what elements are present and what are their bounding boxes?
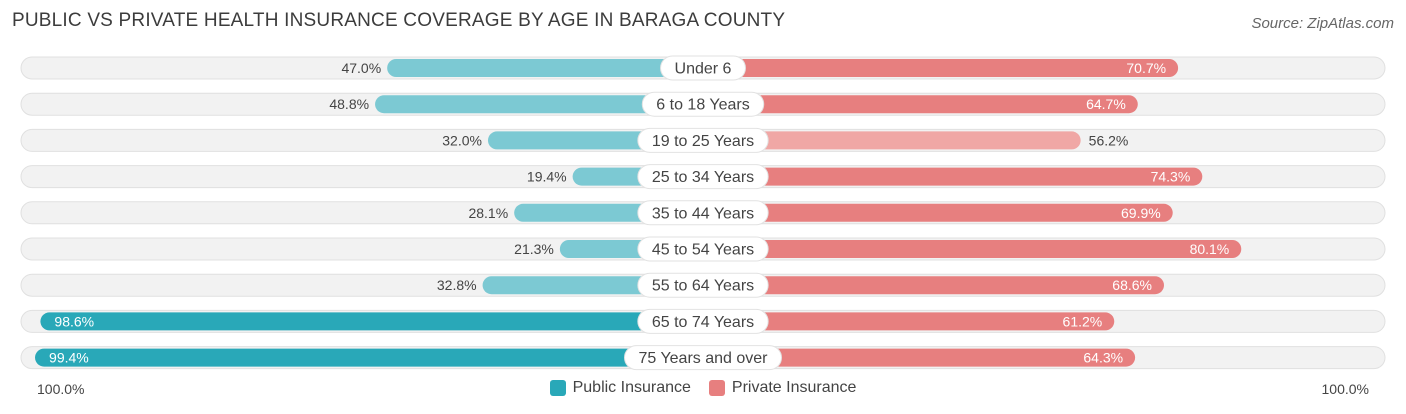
- private-value-label: 68.6%: [1112, 277, 1152, 293]
- category-pill: [637, 164, 769, 190]
- legend-label-public: Public Insurance: [572, 379, 691, 396]
- legend: Public Insurance Private Insurance: [0, 379, 1406, 397]
- private-value-label: 61.2%: [1063, 313, 1103, 329]
- private-bar: [703, 276, 1164, 295]
- public-value-label: 32.8%: [437, 277, 477, 293]
- legend-item-public[interactable]: Public Insurance: [549, 379, 691, 397]
- axis-right-label: 100.0%: [1321, 381, 1369, 397]
- private-bar: [703, 348, 1136, 367]
- category-pill: [637, 200, 769, 226]
- category-pill: [624, 345, 782, 371]
- public-value-label: 21.3%: [514, 241, 554, 257]
- private-bar: [703, 167, 1203, 186]
- public-bar: [40, 312, 703, 331]
- private-bar: [703, 203, 1173, 222]
- legend-label-private: Private Insurance: [731, 379, 857, 396]
- public-value-label: 32.0%: [442, 132, 482, 148]
- category-label: 65 to 74 Years: [652, 314, 754, 331]
- legend-swatch-private: [708, 380, 725, 396]
- private-value-label: 64.3%: [1083, 350, 1123, 366]
- private-value-label: 64.7%: [1086, 96, 1126, 112]
- private-value-label: 74.3%: [1151, 169, 1191, 185]
- private-bar: [703, 131, 1081, 150]
- legend-item-private[interactable]: Private Insurance: [708, 379, 857, 397]
- chart-title: PUBLIC VS PRIVATE HEALTH INSURANCE COVER…: [12, 10, 786, 31]
- public-value-label: 19.4%: [527, 169, 567, 185]
- private-value-label: 56.2%: [1089, 132, 1129, 148]
- private-bar: [703, 59, 1179, 77]
- axis-left-label: 100.0%: [37, 381, 85, 397]
- public-value-label: 28.1%: [468, 205, 508, 221]
- category-label: 55 to 64 Years: [652, 278, 754, 295]
- public-value-label: 98.6%: [54, 313, 94, 329]
- public-bar: [387, 59, 703, 77]
- category-pill: [660, 55, 746, 81]
- category-label: 6 to 18 Years: [656, 97, 749, 114]
- category-pill: [637, 272, 769, 298]
- private-bar: [703, 95, 1138, 114]
- category-label: 35 to 44 Years: [652, 205, 754, 222]
- public-value-label: 47.0%: [341, 60, 381, 76]
- public-bar: [35, 348, 704, 367]
- chart-source: Source: ZipAtlas.com: [1251, 15, 1394, 32]
- public-bar: [375, 95, 703, 114]
- public-value-label: 48.8%: [329, 96, 369, 112]
- category-label: 45 to 54 Years: [652, 242, 754, 259]
- category-pill: [637, 308, 769, 334]
- category-label: 25 to 34 Years: [652, 169, 754, 186]
- category-label: Under 6: [675, 61, 732, 78]
- category-label: 19 to 25 Years: [652, 133, 754, 150]
- legend-swatch-public: [549, 380, 566, 396]
- category-pill: [637, 236, 769, 262]
- private-bar: [703, 240, 1242, 258]
- category-pill: [637, 127, 769, 153]
- category-label: 75 Years and over: [639, 350, 769, 367]
- private-value-label: 70.7%: [1126, 60, 1166, 76]
- category-pill: [641, 91, 765, 117]
- private-bar: [703, 312, 1115, 331]
- private-value-label: 69.9%: [1121, 205, 1161, 221]
- public-value-label: 99.4%: [49, 350, 89, 366]
- private-value-label: 80.1%: [1190, 241, 1230, 257]
